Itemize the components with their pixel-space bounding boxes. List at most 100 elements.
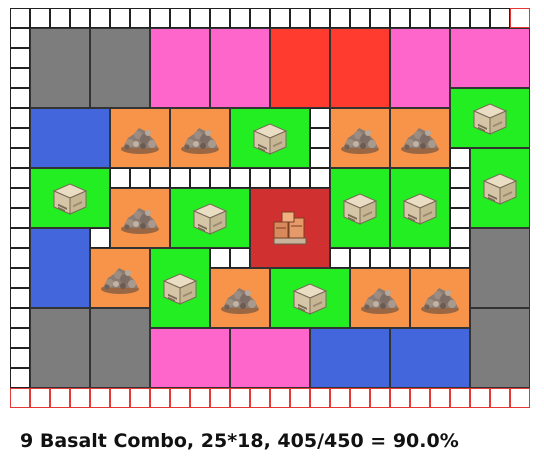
supply-building[interactable] (150, 248, 210, 328)
grid-cell (10, 248, 30, 268)
grid-cell (330, 248, 350, 268)
grid-cell (490, 8, 510, 28)
special-block[interactable] (330, 28, 390, 108)
quarry-building[interactable] (110, 188, 170, 248)
game-board (10, 8, 530, 408)
supply-building[interactable] (330, 168, 390, 248)
grid-cell (210, 388, 230, 408)
grid-cell (450, 208, 470, 228)
grid-cell (150, 8, 170, 28)
grid-cell (10, 368, 30, 388)
grid-cell (10, 128, 30, 148)
grid-cell (410, 8, 430, 28)
storage-block[interactable] (470, 308, 530, 388)
grid-cell (450, 8, 470, 28)
grid-cell (90, 228, 110, 248)
grid-cell (190, 8, 210, 28)
storage-block[interactable] (90, 308, 150, 388)
grid-cell (410, 248, 430, 268)
grid-cell (70, 388, 90, 408)
storage-block[interactable] (30, 308, 90, 388)
central-warehouse[interactable] (250, 188, 330, 268)
water-block[interactable] (30, 228, 90, 308)
grid-cell (10, 228, 30, 248)
grid-cell (230, 8, 250, 28)
grid-cell (10, 328, 30, 348)
grid-cell (430, 248, 450, 268)
decor-block[interactable] (210, 28, 270, 108)
quarry-building[interactable] (390, 108, 450, 168)
supply-building[interactable] (230, 108, 310, 168)
grid-cell (110, 388, 130, 408)
grid-cell (190, 388, 210, 408)
grid-cell (310, 168, 330, 188)
grid-cell (130, 8, 150, 28)
grid-cell (10, 68, 30, 88)
grid-cell (10, 108, 30, 128)
decor-block[interactable] (150, 28, 210, 108)
grid-cell (390, 248, 410, 268)
supply-building[interactable] (30, 168, 110, 228)
grid-cell (30, 388, 50, 408)
grid-cell (130, 168, 150, 188)
grid-cell (450, 228, 470, 248)
grid-cell (10, 168, 30, 188)
grid-cell (450, 188, 470, 208)
grid-cell (230, 388, 250, 408)
grid-cell (330, 8, 350, 28)
decor-block[interactable] (390, 28, 450, 108)
grid-cell (150, 168, 170, 188)
supply-building[interactable] (470, 148, 530, 228)
grid-cell (310, 148, 330, 168)
grid-cell (50, 388, 70, 408)
grid-cell (450, 168, 470, 188)
grid-cell (430, 388, 450, 408)
special-block[interactable] (270, 28, 330, 108)
water-block[interactable] (310, 328, 390, 388)
grid-cell (310, 388, 330, 408)
decor-block[interactable] (450, 28, 530, 88)
grid-cell (10, 48, 30, 68)
storage-block[interactable] (470, 228, 530, 308)
grid-cell (230, 248, 250, 268)
grid-cell (450, 248, 470, 268)
water-block[interactable] (30, 108, 110, 168)
grid-cell (510, 388, 530, 408)
quarry-building[interactable] (330, 108, 390, 168)
grid-cell (470, 388, 490, 408)
quarry-building[interactable] (350, 268, 410, 328)
supply-building[interactable] (390, 168, 450, 248)
water-block[interactable] (390, 328, 470, 388)
grid-cell (390, 8, 410, 28)
grid-cell (510, 8, 530, 28)
grid-cell (10, 28, 30, 48)
grid-cell (10, 308, 30, 328)
grid-cell (10, 188, 30, 208)
grid-cell (110, 8, 130, 28)
grid-cell (310, 108, 330, 128)
decor-block[interactable] (230, 328, 310, 388)
grid-cell (130, 388, 150, 408)
quarry-building[interactable] (170, 108, 230, 168)
grid-cell (310, 128, 330, 148)
supply-building[interactable] (270, 268, 350, 328)
grid-cell (210, 168, 230, 188)
quarry-building[interactable] (410, 268, 470, 328)
grid-cell (350, 388, 370, 408)
storage-block[interactable] (30, 28, 90, 108)
grid-cell (110, 168, 130, 188)
grid-cell (150, 388, 170, 408)
supply-building[interactable] (450, 88, 530, 148)
grid-cell (470, 8, 490, 28)
decor-block[interactable] (150, 328, 230, 388)
quarry-building[interactable] (210, 268, 270, 328)
grid-cell (490, 388, 510, 408)
grid-cell (10, 8, 30, 28)
grid-cell (390, 388, 410, 408)
quarry-building[interactable] (90, 248, 150, 308)
grid-cell (290, 388, 310, 408)
storage-block[interactable] (90, 28, 150, 108)
supply-building[interactable] (170, 188, 250, 248)
quarry-building[interactable] (110, 108, 170, 168)
grid-cell (370, 248, 390, 268)
